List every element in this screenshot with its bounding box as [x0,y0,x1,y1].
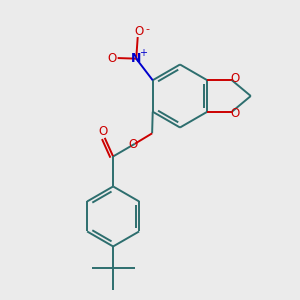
Text: N: N [131,52,141,65]
Text: O: O [135,25,144,38]
Text: -: - [145,24,149,34]
Text: O: O [129,138,138,151]
Text: +: + [139,48,147,58]
Text: O: O [108,52,117,64]
Text: O: O [99,125,108,138]
Text: O: O [231,107,240,120]
Text: O: O [231,72,240,85]
